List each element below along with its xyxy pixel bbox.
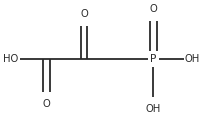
Text: OH: OH <box>185 54 200 64</box>
Text: HO: HO <box>3 54 18 64</box>
Text: O: O <box>80 9 88 19</box>
Text: P: P <box>150 54 156 64</box>
Text: OH: OH <box>146 104 161 114</box>
Text: O: O <box>150 4 157 14</box>
Text: O: O <box>42 99 50 109</box>
